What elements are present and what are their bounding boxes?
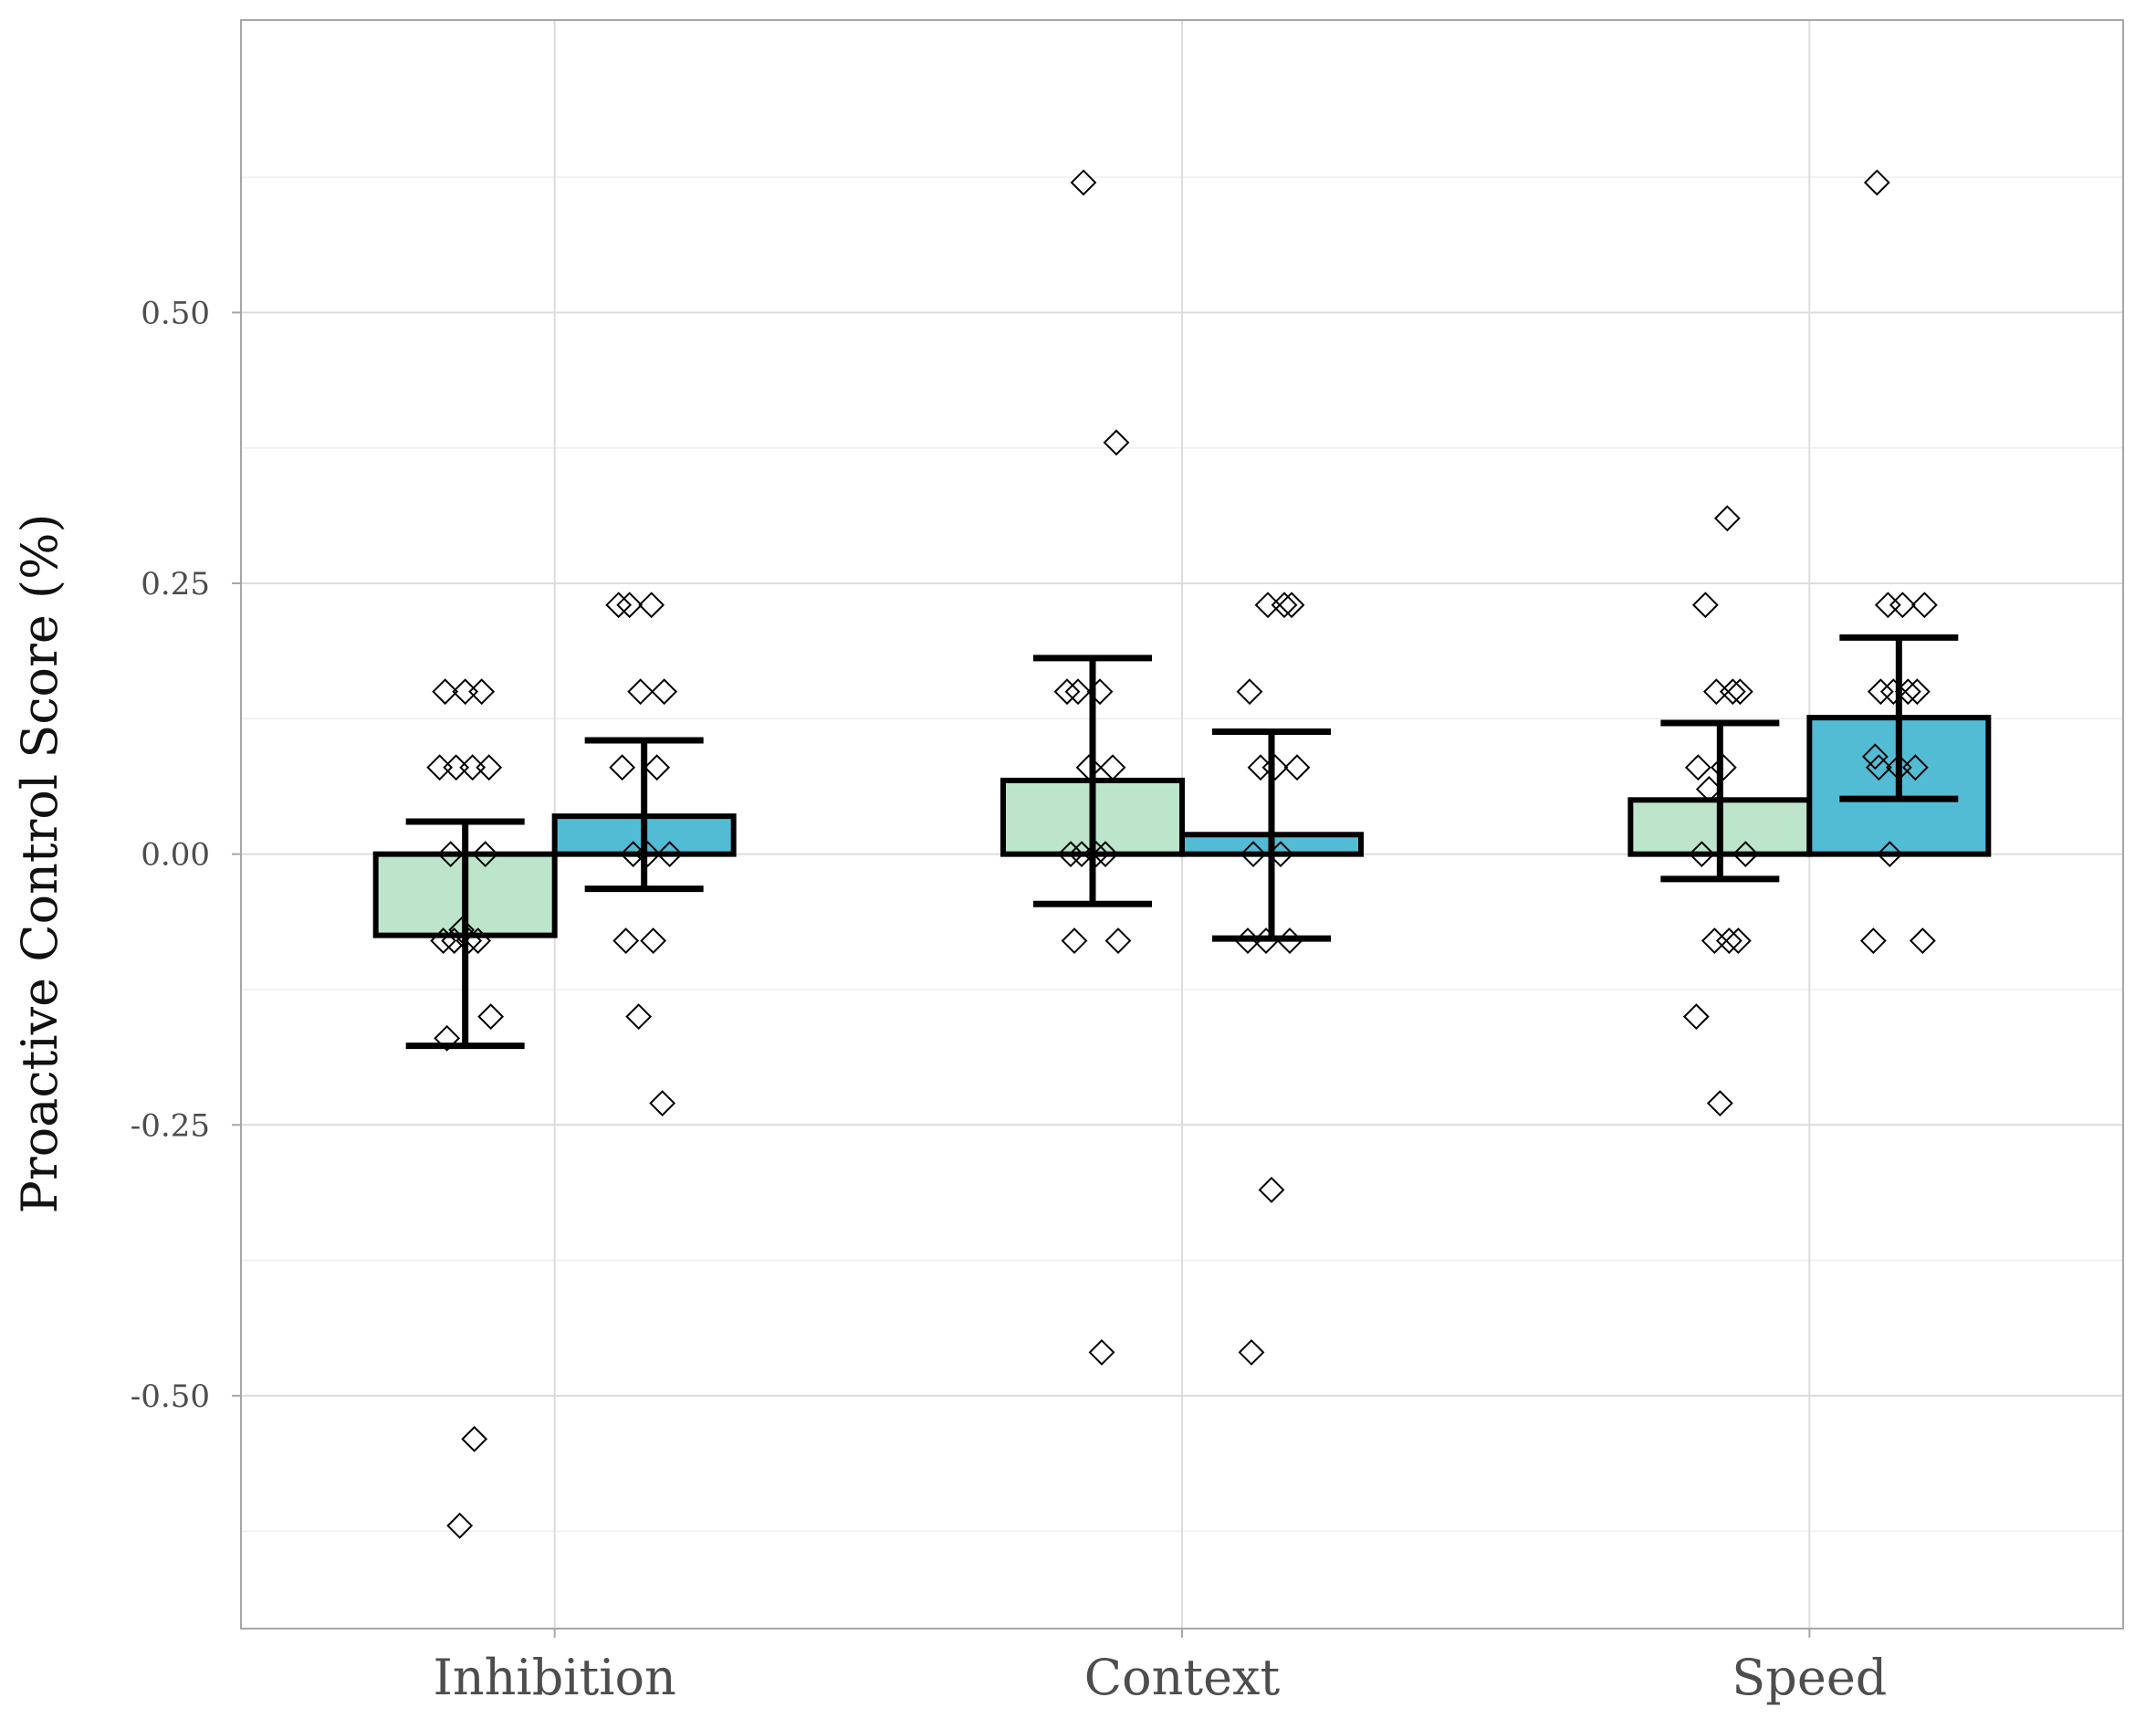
- y-tick-label: -0.50: [131, 1378, 210, 1415]
- data-point: [1099, 754, 1126, 781]
- data-point: [477, 1003, 505, 1031]
- data-point: [605, 592, 633, 619]
- data-point: [616, 592, 644, 619]
- data-point: [1876, 841, 1903, 868]
- data-point: [1258, 1177, 1285, 1203]
- x-tick-label: Context: [1084, 1649, 1281, 1706]
- data-point: [1068, 841, 1095, 868]
- data-point: [1691, 592, 1719, 619]
- data-point: [1726, 678, 1753, 706]
- data-point: [1103, 429, 1130, 456]
- data-point: [1061, 927, 1088, 954]
- data-point: [1064, 678, 1092, 706]
- data-points: [426, 169, 1938, 1539]
- x-axis-ticks: Inhibition Context Speed: [434, 1629, 1887, 1706]
- data-point: [651, 678, 678, 706]
- x-tick-label: Speed: [1732, 1649, 1887, 1706]
- data-point: [649, 1090, 676, 1116]
- x-tick-label: Inhibition: [434, 1649, 676, 1706]
- y-axis-ticks: -0.50 -0.25 0.00 0.25 0.50: [131, 295, 241, 1415]
- data-point: [1863, 169, 1890, 196]
- data-point: [627, 678, 654, 706]
- data-point: [426, 754, 454, 781]
- data-point: [1053, 678, 1081, 706]
- data-point: [1057, 841, 1084, 868]
- data-point: [1859, 927, 1887, 954]
- data-point: [441, 927, 468, 954]
- data-point: [1086, 678, 1114, 706]
- data-point: [1236, 678, 1263, 706]
- data-point: [434, 1024, 461, 1052]
- data-point: [1252, 927, 1280, 954]
- data-point: [432, 678, 459, 706]
- data-point: [1271, 592, 1298, 619]
- data-point: [468, 678, 496, 706]
- data-point: [1901, 754, 1929, 781]
- data-point: [1701, 927, 1728, 954]
- y-tick-label: 0.00: [141, 837, 210, 874]
- data-point: [461, 1425, 488, 1452]
- y-tick-label: -0.25: [131, 1107, 210, 1144]
- data-point: [1267, 841, 1294, 868]
- data-point: [1874, 592, 1901, 619]
- data-point: [1910, 592, 1938, 619]
- data-point: [472, 841, 499, 868]
- data-point: [1861, 743, 1889, 770]
- data-point: [609, 754, 636, 781]
- data-point: [1104, 927, 1132, 954]
- data-point: [1276, 927, 1303, 954]
- data-point: [638, 592, 665, 619]
- data-point: [656, 841, 684, 868]
- data-point: [1695, 776, 1722, 802]
- data-point: [1247, 754, 1274, 781]
- data-point: [1682, 1003, 1710, 1031]
- data-point: [620, 841, 647, 868]
- data-point: [437, 841, 465, 868]
- data-point: [430, 927, 457, 954]
- data-point: [1909, 927, 1936, 954]
- data-point: [465, 927, 492, 954]
- data-point: [1283, 754, 1311, 781]
- data-point: [1278, 592, 1305, 619]
- data-point: [1724, 927, 1752, 954]
- data-point: [1240, 841, 1267, 868]
- data-point: [1710, 754, 1737, 781]
- data-point: [1088, 1339, 1115, 1366]
- data-point: [644, 754, 671, 781]
- y-axis-title: Proactive Control Score (%): [11, 514, 68, 1214]
- data-point: [1070, 169, 1097, 196]
- y-tick-label: 0.50: [141, 295, 210, 331]
- data-point: [625, 1003, 653, 1031]
- data-point: [459, 754, 487, 781]
- data-point: [446, 1512, 474, 1539]
- data-point: [1238, 1339, 1265, 1366]
- data-point: [1879, 678, 1907, 706]
- data-point: [1719, 678, 1746, 706]
- data-point: [1092, 841, 1119, 868]
- data-point: [640, 927, 667, 954]
- data-point: [1075, 754, 1103, 781]
- data-point: [1684, 754, 1711, 781]
- data-point: [448, 917, 476, 944]
- data-point: [1688, 841, 1715, 868]
- y-tick-label: 0.25: [141, 566, 210, 603]
- data-point: [1234, 927, 1261, 954]
- data-point: [1713, 505, 1741, 532]
- data-point: [1903, 678, 1931, 706]
- data-point: [1706, 1090, 1733, 1116]
- data-point: [1867, 678, 1894, 706]
- data-point: [1732, 841, 1759, 868]
- data-point: [1865, 754, 1892, 781]
- data-point: [612, 927, 640, 954]
